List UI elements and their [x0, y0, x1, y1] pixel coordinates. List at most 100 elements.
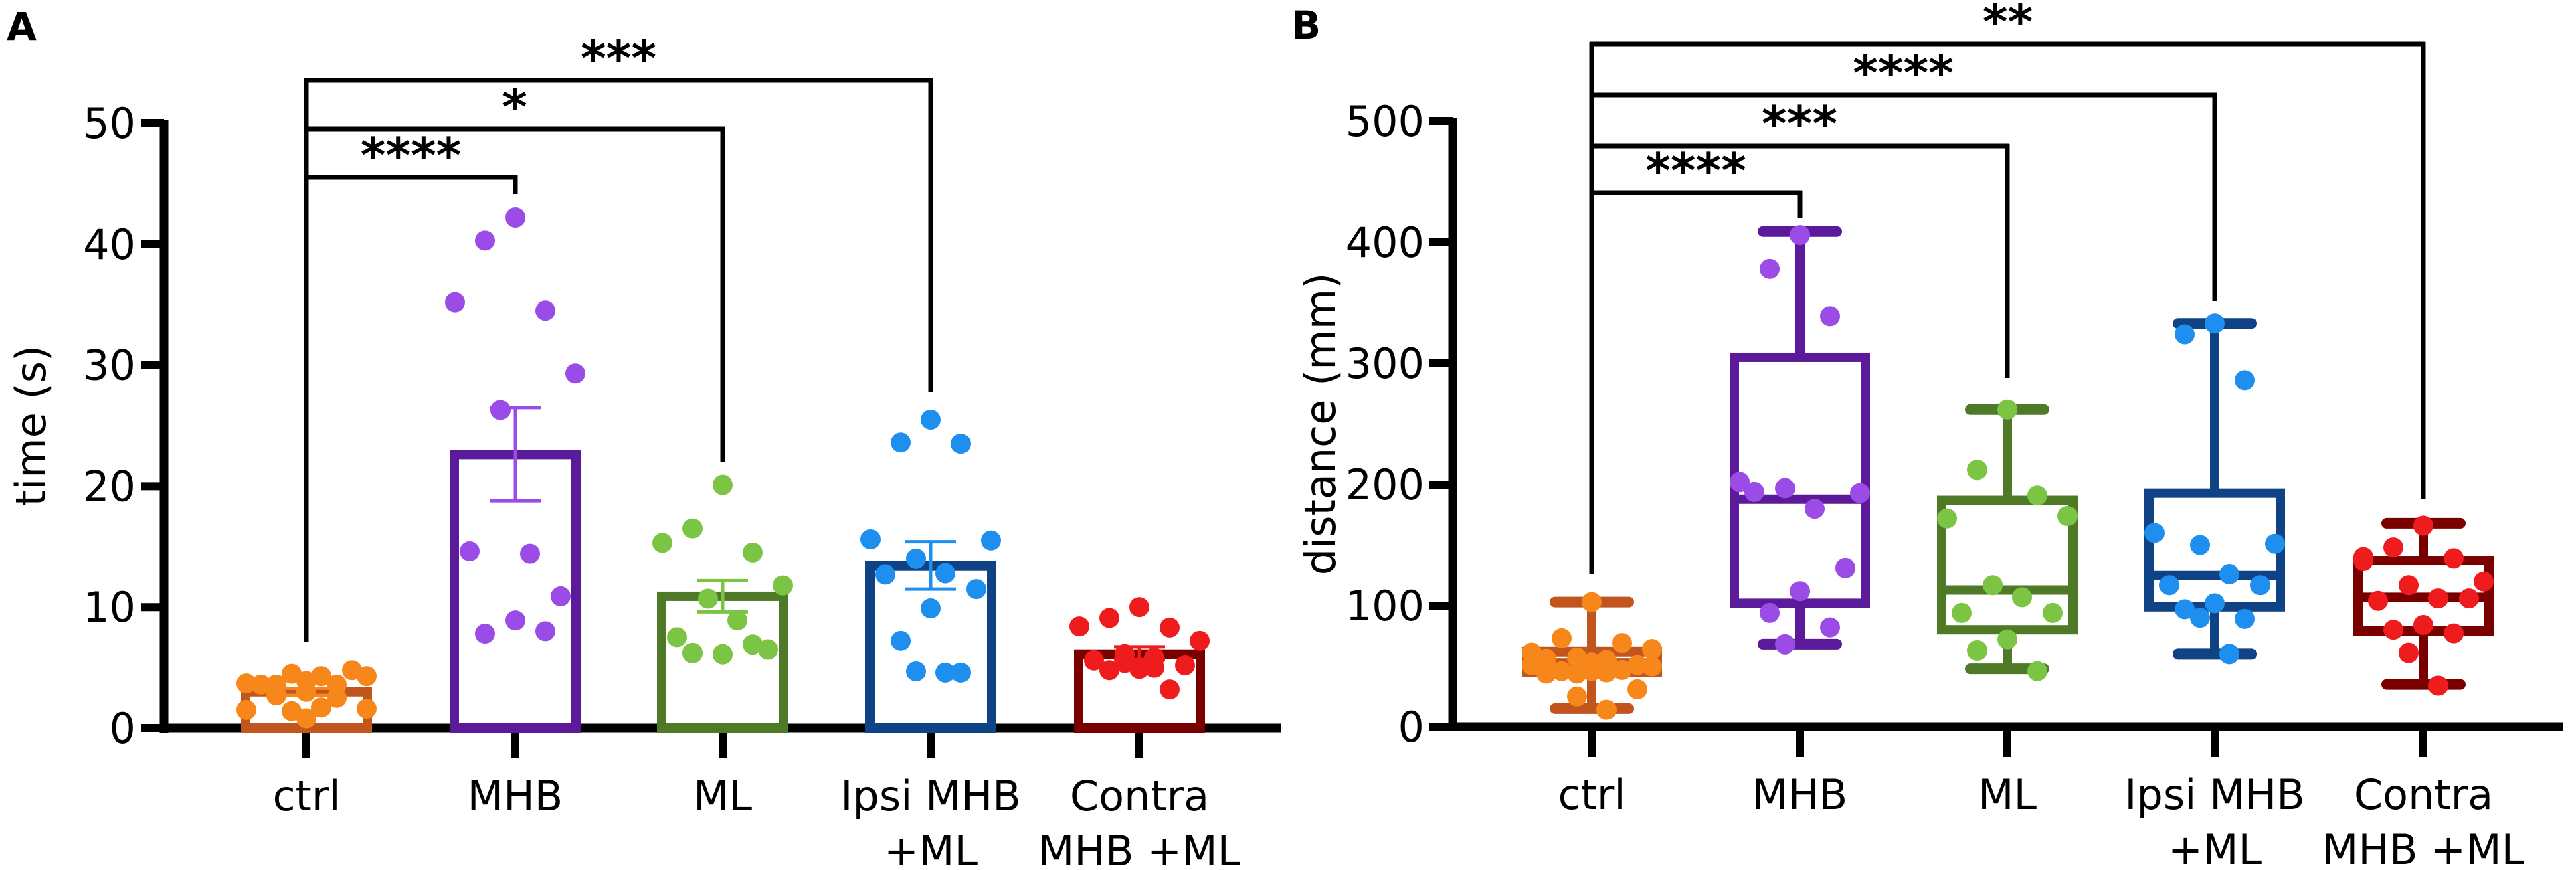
data-point — [1160, 617, 1180, 638]
data-point — [1835, 557, 1855, 578]
data-point — [2027, 661, 2047, 681]
data-point — [1582, 592, 1602, 612]
y-tick-label: 10 — [83, 583, 136, 632]
data-point — [935, 563, 955, 584]
x-tick-label-line2: MHB +ML — [2322, 825, 2525, 870]
data-point — [891, 432, 911, 453]
data-point — [921, 598, 941, 619]
data-point — [1642, 656, 1662, 677]
data-point — [2219, 644, 2239, 665]
data-point — [981, 530, 1001, 551]
data-point — [1596, 699, 1617, 720]
data-point — [1790, 225, 1810, 246]
data-point — [906, 661, 926, 682]
data-point — [1937, 508, 1957, 529]
data-point — [2057, 506, 2078, 527]
data-point — [1129, 597, 1149, 618]
data-point — [2474, 571, 2494, 592]
data-point — [1997, 399, 2017, 420]
data-point — [505, 207, 525, 228]
x-tick-label: ML — [1978, 770, 2037, 819]
data-point — [2144, 523, 2165, 543]
data-point — [966, 579, 986, 600]
y-tick-label: 0 — [110, 704, 136, 753]
data-point — [682, 518, 703, 539]
data-point — [2383, 537, 2403, 558]
data-point — [951, 434, 971, 454]
x-tick-label: ML — [693, 772, 752, 820]
data-point — [1567, 686, 1587, 707]
data-point — [1190, 630, 1210, 651]
data-point — [2265, 533, 2285, 554]
data-point — [2428, 675, 2448, 696]
data-point — [535, 300, 555, 321]
data-point — [2175, 324, 2195, 345]
y-tick-label: 50 — [83, 99, 136, 148]
data-point — [1627, 655, 1647, 675]
data-point — [682, 642, 703, 663]
data-point — [2399, 642, 2419, 663]
data-point — [251, 674, 271, 695]
y-tick-label: 40 — [83, 220, 136, 269]
x-tick-label: Ipsi MHB — [840, 772, 1021, 820]
data-point — [1115, 652, 1135, 673]
y-tick-label: 0 — [1398, 703, 1424, 752]
data-point — [342, 660, 362, 681]
x-tick-label: Contra — [1070, 772, 1209, 820]
data-point — [445, 292, 465, 313]
y-tick-label: 20 — [83, 462, 136, 511]
data-point — [236, 673, 256, 694]
significance-label: *** — [1762, 96, 1837, 152]
data-point — [727, 610, 747, 631]
data-point — [2368, 590, 2388, 611]
data-point — [1160, 679, 1180, 700]
data-point — [2012, 587, 2032, 608]
data-point — [2413, 515, 2433, 536]
x-tick-label: ctrl — [272, 772, 340, 820]
data-point — [891, 630, 911, 651]
x-tick-label: MHB — [1752, 770, 1848, 819]
data-point — [1627, 679, 1647, 699]
data-point — [2383, 620, 2403, 640]
data-point — [1775, 634, 1795, 655]
data-point — [1790, 581, 1810, 602]
data-point — [1983, 575, 2003, 596]
significance-label: **** — [1853, 45, 1954, 101]
data-point — [311, 666, 331, 687]
data-point — [713, 474, 733, 495]
x-tick-label: MHB — [468, 772, 563, 820]
data-point — [773, 575, 793, 596]
data-point — [505, 610, 525, 631]
data-point — [2399, 575, 2419, 596]
data-point — [1099, 660, 1119, 681]
data-point — [2428, 588, 2448, 609]
data-point — [551, 586, 571, 606]
data-point — [1952, 602, 1972, 623]
data-point — [1596, 662, 1617, 683]
data-point — [652, 533, 672, 553]
significance-label: *** — [581, 30, 656, 86]
data-point — [1820, 617, 1840, 638]
data-point — [743, 542, 763, 563]
data-point — [2205, 313, 2225, 334]
data-point — [1997, 629, 2017, 650]
y-tick-label: 200 — [1346, 460, 1424, 509]
data-point — [2444, 623, 2464, 644]
data-point — [327, 687, 347, 708]
data-point — [1850, 483, 1870, 503]
data-point — [1567, 663, 1587, 684]
data-point — [2235, 370, 2255, 391]
data-point — [713, 644, 733, 665]
data-point — [520, 543, 540, 564]
data-point — [2219, 563, 2239, 584]
data-point — [2250, 575, 2270, 596]
y-axis-title: time (s) — [7, 345, 56, 506]
data-point — [2444, 548, 2464, 569]
data-point — [1967, 460, 1987, 481]
data-point — [906, 548, 926, 569]
data-point — [2353, 547, 2373, 568]
data-point — [475, 230, 495, 251]
data-point — [535, 621, 555, 642]
